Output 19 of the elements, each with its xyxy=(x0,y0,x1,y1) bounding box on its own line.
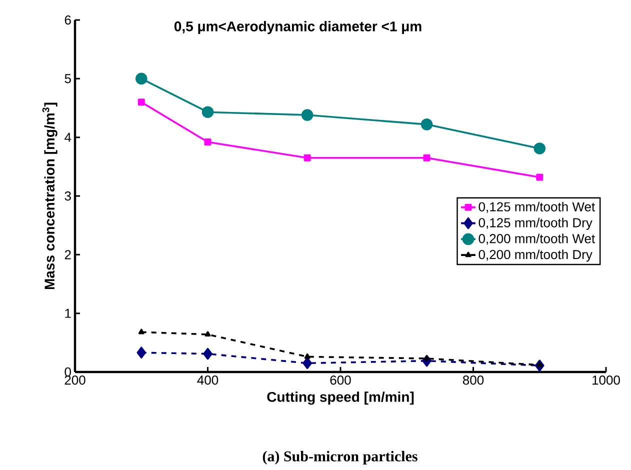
y-tick-label: 5 xyxy=(64,74,71,84)
y-tick-label: 4 xyxy=(64,132,72,142)
x-tick-label: 200 xyxy=(64,376,86,385)
legend-label: 0,125 mm/tooth Wet xyxy=(478,202,595,213)
x-tick-label: 1000 xyxy=(592,376,620,385)
text: (a) Sub-micron particles xyxy=(262,450,418,464)
chart-title: 0,5 μm<Aerodynamic diameter <1 μm xyxy=(174,21,422,34)
y-tick-label: 1 xyxy=(65,308,71,318)
x-tick-label: 400 xyxy=(197,376,218,385)
legend-label: 0,200 mm/tooth Wet xyxy=(478,234,595,245)
x-axis-title: Cutting speed [m/min] xyxy=(267,392,414,405)
y-tick-label: 2 xyxy=(64,250,71,260)
legend-label: 0,200 mm/tooth Dry xyxy=(478,250,592,262)
legend-label: 0,125 mm/tooth Dry xyxy=(478,218,592,230)
y-axis-title: Mass concentration [mg/m$^{3}$] xyxy=(42,102,58,290)
x-tick-label: 800 xyxy=(462,376,484,385)
y-tick-label: 6 xyxy=(64,15,71,25)
x-tick-label: 600 xyxy=(330,376,351,385)
y-tick-label: 3 xyxy=(64,191,71,201)
